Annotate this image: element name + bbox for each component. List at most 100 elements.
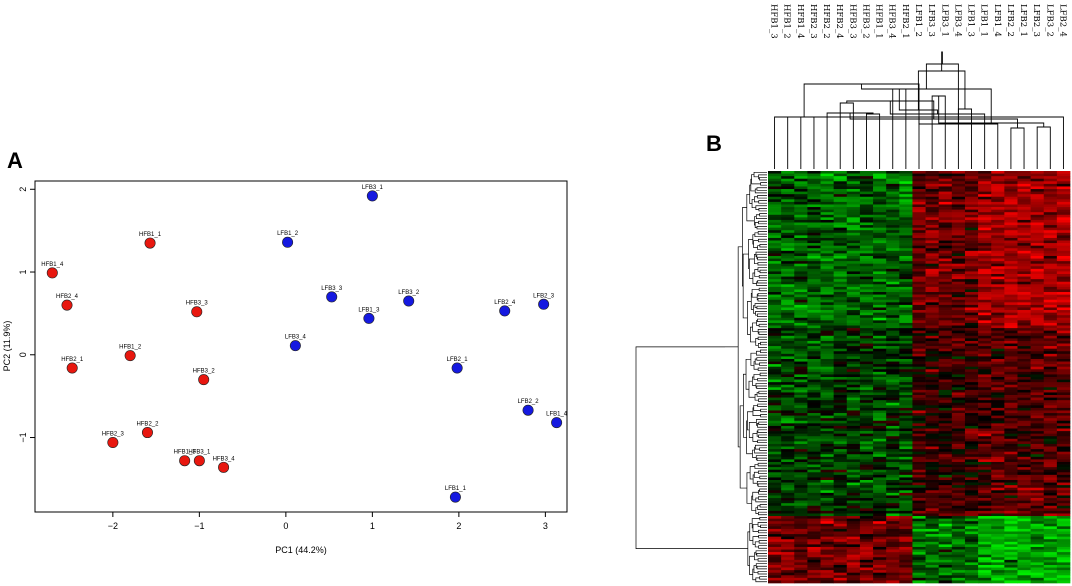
- heatmap-cell: [991, 526, 1005, 530]
- heatmap-cell: [964, 356, 979, 360]
- heatmap-cell: [951, 279, 966, 283]
- heatmap-cell: [886, 534, 900, 538]
- heatmap-cell: [964, 425, 979, 429]
- heatmap-cell: [833, 549, 848, 553]
- heatmap-cell: [925, 289, 940, 293]
- heatmap-cell: [938, 510, 953, 514]
- heatmap-cell: [886, 279, 900, 283]
- heatmap-cell: [807, 523, 821, 527]
- heatmap-cell: [781, 407, 795, 411]
- heatmap-cell: [833, 402, 848, 406]
- heatmap-cell: [991, 338, 1005, 342]
- heatmap-cell: [1030, 431, 1045, 435]
- heatmap-cell: [1056, 346, 1071, 350]
- heatmap-cell: [991, 186, 1005, 190]
- heatmap-cell: [978, 325, 992, 329]
- heatmap-cell: [833, 536, 848, 540]
- heatmap-cell: [978, 235, 992, 239]
- heatmap-cell: [1030, 554, 1045, 558]
- heatmap-cell: [978, 212, 992, 216]
- heatmap-cell: [925, 539, 940, 543]
- heatmap-cell: [781, 539, 795, 543]
- heatmap-cell: [873, 369, 887, 373]
- heatmap-cell: [833, 176, 848, 180]
- heatmap-cell: [912, 438, 926, 442]
- heatmap-cell: [1030, 338, 1045, 342]
- heatmap-cell: [964, 294, 979, 298]
- heatmap-cell: [964, 243, 979, 247]
- heatmap-cell: [768, 353, 782, 357]
- heatmap-cell: [938, 428, 953, 432]
- heatmap-cell: [991, 423, 1005, 427]
- heatmap-cell: [1017, 207, 1031, 210]
- heatmap-cell: [794, 389, 808, 393]
- data-point: [366, 190, 378, 202]
- heatmap-cell: [951, 237, 966, 241]
- heatmap-cell: [1017, 392, 1031, 396]
- heatmap-cell: [1030, 335, 1045, 339]
- heatmap-cell: [1043, 523, 1058, 527]
- heatmap-cell: [938, 268, 953, 272]
- heatmap-cell: [820, 181, 834, 185]
- heatmap-cell: [781, 570, 795, 574]
- heatmap-cell: [951, 248, 966, 252]
- heatmap-cell: [964, 248, 979, 252]
- heatmap-cell: [833, 307, 848, 311]
- heatmap-cell: [899, 477, 913, 481]
- heatmap-cell: [833, 459, 848, 463]
- heatmap-cell: [938, 330, 953, 334]
- heatmap-cell: [912, 351, 926, 355]
- heatmap-cell: [912, 240, 926, 244]
- heatmap-cell: [820, 541, 834, 545]
- heatmap-cell: [886, 204, 900, 208]
- heatmap-cell: [951, 304, 966, 308]
- heatmap-cell: [794, 274, 808, 277]
- heatmap-cell: [899, 240, 913, 244]
- heatmap-cell: [794, 292, 808, 295]
- heatmap-cell: [781, 330, 795, 334]
- heatmap-cell: [1017, 250, 1031, 254]
- heatmap-cell: [925, 549, 940, 553]
- heatmap-cell: [846, 436, 861, 440]
- heatmap-cell: [1043, 196, 1058, 200]
- heatmap-cell: [768, 570, 782, 574]
- data-point: [107, 436, 119, 448]
- heatmap-cell: [899, 186, 913, 190]
- heatmap-cell: [1043, 580, 1058, 584]
- heatmap-cell: [794, 250, 808, 254]
- heatmap-cell: [833, 335, 848, 339]
- dendrogram-link: [758, 545, 767, 549]
- heatmap-cell: [1017, 230, 1031, 234]
- heatmap-cell: [1017, 516, 1031, 519]
- heatmap-cell: [938, 513, 953, 517]
- heatmap-cell: [859, 245, 874, 249]
- heatmap-cell: [781, 549, 795, 553]
- dendrogram-link: [757, 403, 767, 407]
- heatmap-cell: [794, 572, 808, 576]
- heatmap-cell: [859, 219, 874, 223]
- heatmap-cell: [991, 546, 1005, 550]
- heatmap-cell: [859, 531, 874, 535]
- heatmap-cell: [859, 405, 874, 409]
- heatmap-cell: [833, 209, 848, 213]
- heatmap-cell: [807, 456, 821, 460]
- heatmap-cell: [912, 508, 926, 512]
- heatmap-cell: [794, 286, 808, 290]
- heatmap-cell: [1030, 173, 1045, 177]
- heatmap-cell: [820, 441, 834, 445]
- heatmap-cell: [1017, 191, 1031, 195]
- heatmap-cell: [768, 523, 782, 527]
- heatmap-cell: [964, 351, 979, 355]
- heatmap-cell: [938, 433, 953, 437]
- heatmap-cell: [899, 268, 913, 272]
- heatmap-cell: [978, 490, 992, 494]
- heatmap-cell: [978, 194, 992, 198]
- heatmap-cell: [978, 438, 992, 442]
- heatmap-cell: [991, 428, 1005, 432]
- heatmap-cell: [938, 209, 953, 213]
- heatmap-cell: [991, 322, 1005, 326]
- heatmap-cell: [1017, 526, 1031, 530]
- heatmap-cell: [964, 245, 979, 249]
- heatmap-cell: [794, 531, 808, 535]
- heatmap-cell: [991, 209, 1005, 213]
